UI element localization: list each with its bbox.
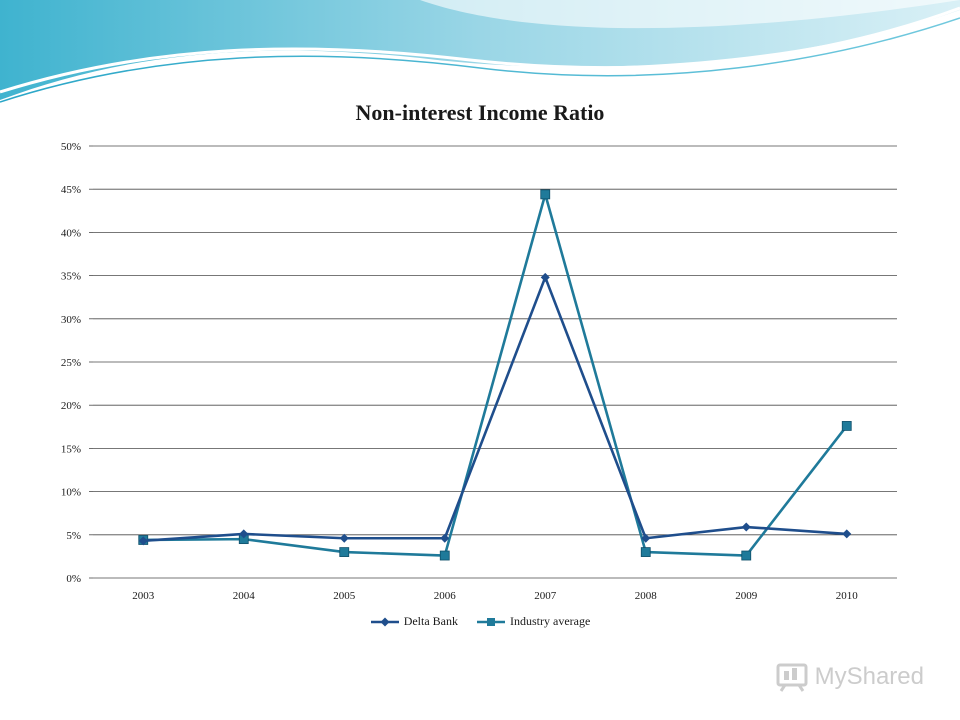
- x-tick-label: 2010: [836, 590, 859, 602]
- data-point-marker: [640, 547, 651, 557]
- legend-entry: Industry average: [476, 614, 590, 629]
- data-point-marker: [339, 533, 349, 543]
- y-tick-label: 35%: [61, 271, 81, 283]
- y-tick-label: 50%: [61, 141, 81, 153]
- header-wave-decoration: [0, 0, 960, 103]
- y-tick-label: 25%: [61, 357, 81, 369]
- x-tick-label: 2003: [132, 590, 155, 602]
- data-point-marker: [641, 533, 651, 543]
- legend-entry: Delta Bank: [370, 614, 458, 629]
- data-point-marker: [841, 421, 852, 431]
- data-point-marker: [540, 189, 551, 200]
- presentation-icon: [776, 663, 808, 692]
- x-tick-label: 2006: [434, 590, 457, 602]
- x-tick-label: 2009: [735, 590, 758, 602]
- watermark-logo: MyShared: [775, 662, 924, 692]
- y-tick-label: 10%: [61, 487, 81, 499]
- series: [138, 189, 852, 561]
- data-point-marker: [239, 529, 249, 539]
- legend: Delta Bank Industry average: [0, 614, 960, 629]
- x-tick-label: 2004: [233, 590, 256, 602]
- series-line-industry-average: [143, 193, 848, 557]
- data-point-marker: [540, 272, 550, 282]
- x-tick-label: 2005: [333, 590, 356, 602]
- y-tick-label: 40%: [61, 227, 81, 239]
- y-tick-label: 30%: [61, 314, 81, 326]
- legend-swatch: [370, 617, 399, 626]
- y-tick-label: 0%: [66, 573, 81, 585]
- legend-label: Industry average: [510, 614, 591, 628]
- legend-swatch: [477, 617, 506, 626]
- data-point-marker: [339, 547, 350, 557]
- y-tick-label: 5%: [66, 530, 81, 542]
- y-tick-label: 45%: [61, 184, 81, 196]
- series-line-delta-bank: [143, 276, 847, 543]
- x-tick-label: 2007: [534, 590, 557, 602]
- y-tick-label: 20%: [61, 400, 81, 412]
- data-point-marker: [741, 522, 751, 532]
- data-point-marker: [138, 536, 148, 546]
- data-point-marker: [440, 533, 450, 543]
- data-point-marker: [741, 550, 752, 561]
- legend-label: Delta Bank: [403, 614, 459, 628]
- watermark-text: MyShared: [814, 663, 924, 690]
- y-tick-label: 15%: [61, 443, 81, 455]
- x-tick-label: 2008: [635, 590, 658, 602]
- data-point-marker: [842, 529, 852, 539]
- data-point-marker: [439, 550, 450, 561]
- x-axis-ticks: 2003 2004 2005 2006 2007 2008 2009 2010: [132, 590, 858, 602]
- chart-title: Non-interest Income Ratio: [355, 100, 605, 125]
- gridlines: [89, 145, 897, 579]
- y-axis-ticks: 0% 5% 10% 15% 20% 25% 30% 35% 40% 45% 50%: [61, 141, 81, 585]
